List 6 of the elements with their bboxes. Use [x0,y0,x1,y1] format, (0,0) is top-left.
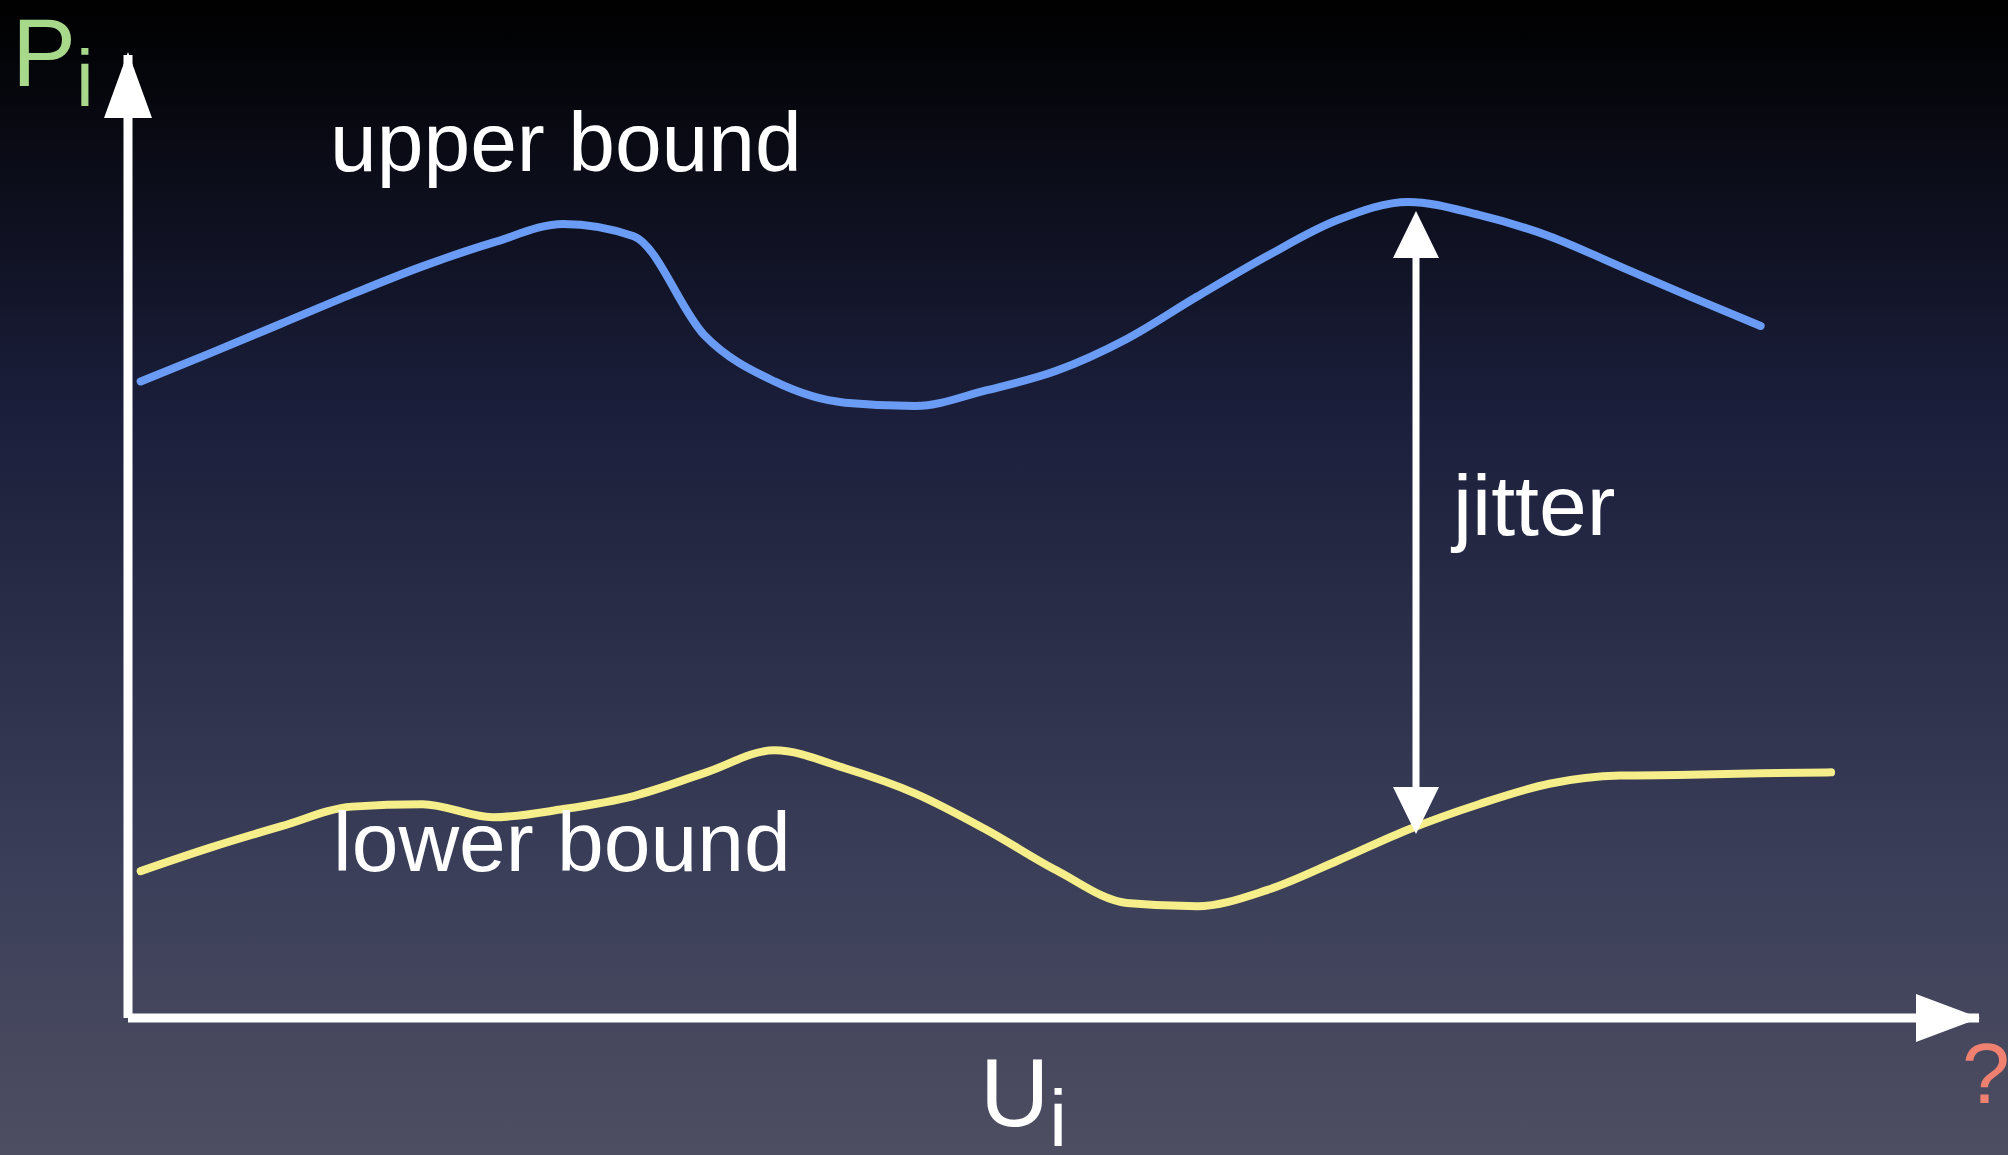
series-label: lower bound [333,795,791,889]
x-axis-title: U$_{i}$ [980,1039,1068,1155]
y-axis-title: P$_{i}$ [12,0,94,124]
text: ? [1962,1025,2008,1121]
series-label: upper bound [330,95,802,189]
annotation: jitter [1453,457,1616,553]
